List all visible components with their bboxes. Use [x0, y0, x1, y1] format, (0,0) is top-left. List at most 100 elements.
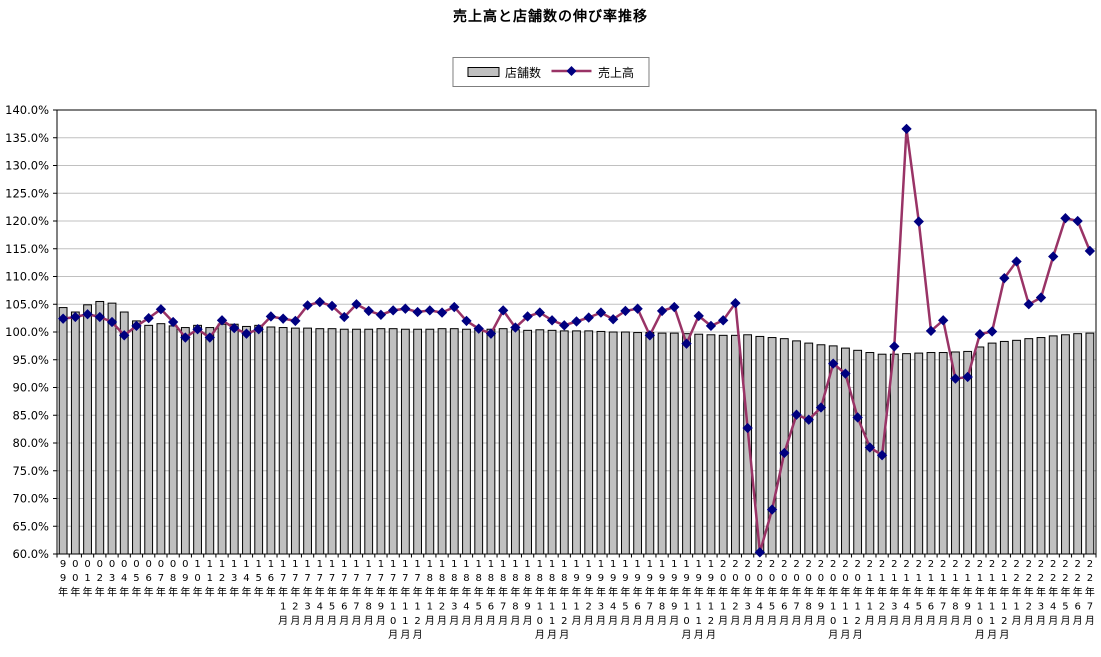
svg-text:月: 月 [755, 615, 765, 627]
svg-text:4: 4 [1050, 602, 1056, 613]
svg-text:80.0%: 80.0% [12, 436, 49, 450]
svg-text:年: 年 [254, 585, 264, 598]
svg-text:4: 4 [317, 602, 323, 613]
svg-text:1: 1 [634, 559, 640, 570]
svg-text:年: 年 [1060, 585, 1070, 598]
svg-text:年: 年 [620, 585, 630, 598]
svg-text:8: 8 [512, 602, 518, 613]
svg-text:1: 1 [1001, 602, 1007, 613]
svg-text:9: 9 [182, 573, 188, 584]
svg-text:年: 年 [58, 585, 68, 598]
svg-text:2: 2 [1050, 573, 1056, 584]
svg-text:1: 1 [610, 559, 616, 570]
svg-text:月: 月 [278, 615, 288, 627]
svg-text:月: 月 [706, 629, 716, 641]
svg-text:月: 月 [633, 615, 643, 627]
svg-text:1: 1 [84, 573, 90, 584]
svg-text:7: 7 [329, 573, 335, 584]
svg-text:70.0%: 70.0% [12, 492, 49, 506]
svg-text:1: 1 [451, 559, 457, 570]
svg-text:2: 2 [1013, 573, 1019, 584]
svg-text:月: 月 [816, 615, 826, 627]
svg-text:年: 年 [83, 585, 93, 598]
svg-text:年: 年 [193, 585, 203, 598]
svg-text:0: 0 [390, 616, 396, 627]
svg-text:月: 月 [914, 615, 924, 627]
svg-text:7: 7 [158, 573, 164, 584]
svg-text:年: 年 [290, 585, 300, 598]
svg-text:2: 2 [1062, 559, 1068, 570]
svg-text:1: 1 [378, 559, 384, 570]
svg-text:月: 月 [376, 615, 386, 627]
svg-text:1: 1 [891, 573, 897, 584]
svg-text:月: 月 [400, 629, 410, 641]
svg-text:年: 年 [70, 585, 80, 598]
svg-text:9: 9 [708, 573, 714, 584]
svg-text:0: 0 [182, 559, 188, 570]
svg-text:7: 7 [353, 573, 359, 584]
svg-text:1: 1 [1001, 573, 1007, 584]
legend-bar-swatch-icon [466, 67, 499, 77]
svg-text:7: 7 [940, 602, 946, 613]
svg-text:年: 年 [535, 585, 545, 598]
svg-text:年: 年 [1012, 585, 1022, 598]
svg-text:1: 1 [329, 559, 335, 570]
svg-text:1: 1 [989, 602, 995, 613]
svg-text:1: 1 [573, 559, 579, 570]
svg-text:月: 月 [853, 629, 863, 641]
svg-text:2: 2 [1038, 573, 1044, 584]
svg-text:年: 年 [351, 585, 361, 598]
svg-text:月: 月 [620, 615, 630, 627]
chart-title: 売上高と店舗数の伸び率推移 [453, 9, 648, 25]
svg-text:7: 7 [378, 573, 384, 584]
svg-text:5: 5 [256, 573, 262, 584]
svg-text:8: 8 [439, 573, 445, 584]
svg-text:年: 年 [1036, 585, 1046, 598]
svg-text:7: 7 [280, 573, 286, 584]
svg-text:年: 年 [816, 585, 826, 598]
svg-text:年: 年 [425, 585, 435, 598]
svg-text:3: 3 [231, 573, 237, 584]
svg-text:1: 1 [903, 573, 909, 584]
svg-text:3: 3 [304, 602, 310, 613]
svg-text:2: 2 [757, 559, 763, 570]
svg-text:月: 月 [975, 629, 985, 641]
svg-text:9: 9 [818, 602, 824, 613]
svg-text:月: 月 [865, 615, 875, 627]
svg-text:月: 月 [1073, 615, 1083, 627]
svg-text:年: 年 [767, 585, 777, 598]
svg-text:8: 8 [366, 602, 372, 613]
svg-text:年: 年 [902, 585, 912, 598]
svg-text:9: 9 [60, 559, 66, 570]
svg-text:1: 1 [537, 559, 543, 570]
svg-text:1: 1 [696, 559, 702, 570]
svg-text:8: 8 [512, 573, 518, 584]
svg-text:1: 1 [964, 573, 970, 584]
svg-text:9: 9 [634, 573, 640, 584]
svg-text:1: 1 [549, 602, 555, 613]
svg-text:2: 2 [879, 602, 885, 613]
svg-text:9: 9 [378, 602, 384, 613]
axis-ticks [53, 109, 1097, 558]
svg-text:月: 月 [596, 615, 606, 627]
svg-text:年: 年 [877, 585, 887, 598]
svg-text:1: 1 [402, 559, 408, 570]
svg-text:月: 月 [486, 615, 496, 627]
svg-text:4: 4 [243, 573, 249, 584]
svg-text:3: 3 [598, 602, 604, 613]
svg-text:年: 年 [168, 585, 178, 598]
svg-text:2: 2 [1026, 602, 1032, 613]
svg-text:2: 2 [891, 559, 897, 570]
svg-text:年: 年 [608, 585, 618, 598]
svg-text:8: 8 [500, 573, 506, 584]
svg-text:75.0%: 75.0% [12, 464, 49, 478]
svg-text:0: 0 [769, 573, 775, 584]
svg-text:月: 月 [388, 629, 398, 641]
svg-text:2: 2 [292, 602, 298, 613]
svg-text:1: 1 [708, 559, 714, 570]
svg-text:1: 1 [549, 559, 555, 570]
svg-text:2: 2 [1026, 559, 1032, 570]
svg-text:7: 7 [341, 573, 347, 584]
svg-text:月: 月 [743, 615, 753, 627]
svg-text:0: 0 [757, 573, 763, 584]
